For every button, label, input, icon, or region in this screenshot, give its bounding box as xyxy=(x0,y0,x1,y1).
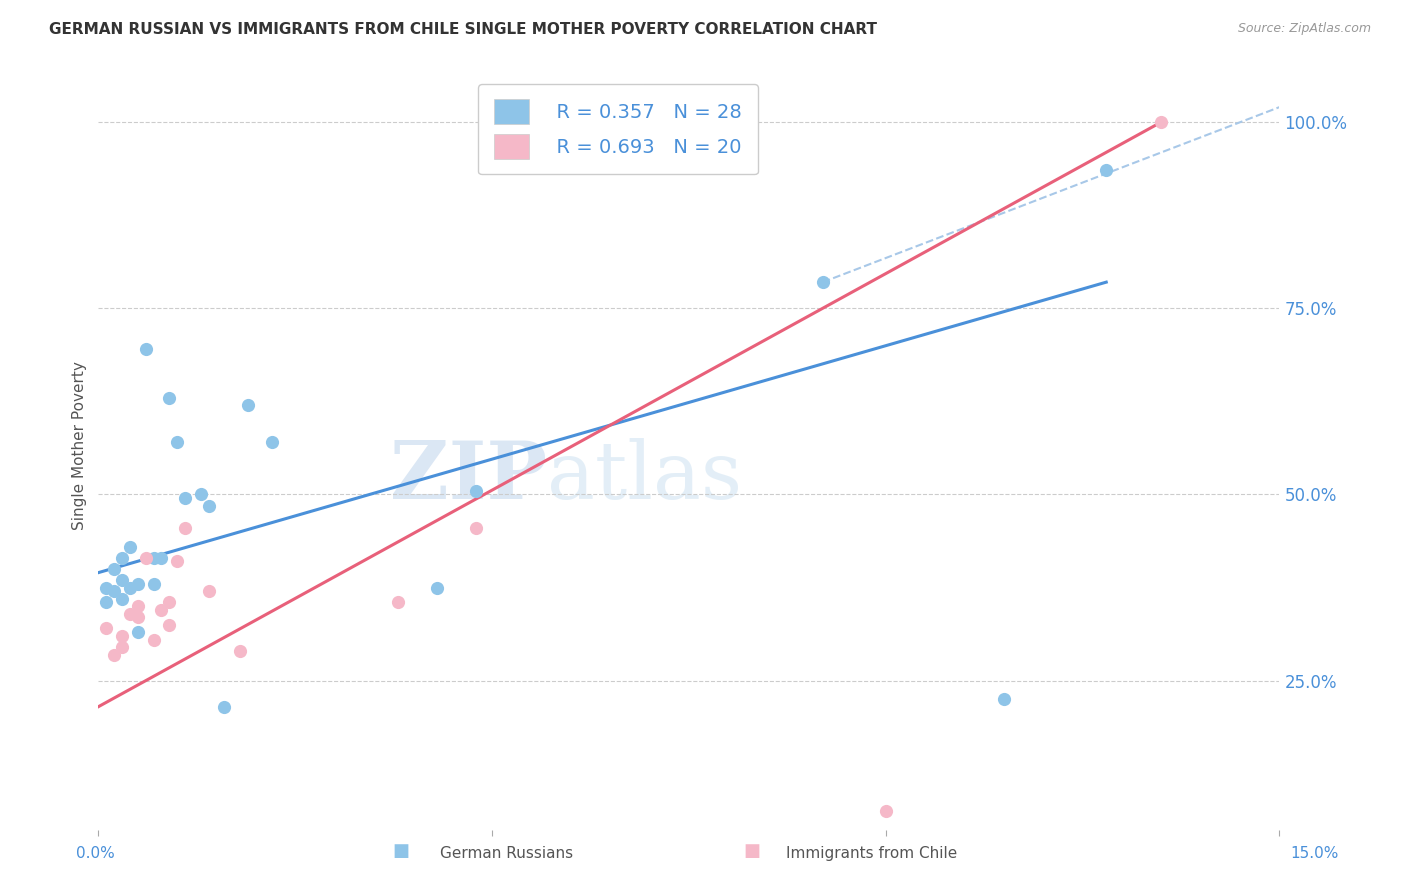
Point xyxy=(111,640,134,654)
Point xyxy=(166,435,188,450)
Point xyxy=(111,629,134,643)
Point xyxy=(127,599,149,614)
Point xyxy=(127,625,149,640)
Point xyxy=(157,595,180,609)
Y-axis label: Single Mother Poverty: Single Mother Poverty xyxy=(72,361,87,531)
Text: atlas: atlas xyxy=(547,438,742,516)
Point xyxy=(135,342,157,356)
Point xyxy=(229,644,252,658)
Point xyxy=(197,584,219,599)
Text: ■: ■ xyxy=(744,842,761,860)
Point xyxy=(111,573,134,587)
Point xyxy=(142,550,165,565)
Point xyxy=(465,521,488,535)
Point xyxy=(811,275,834,289)
Point xyxy=(214,699,236,714)
Point xyxy=(465,483,488,498)
Point xyxy=(174,521,197,535)
Point xyxy=(157,617,180,632)
Point xyxy=(166,554,188,568)
Point xyxy=(1095,163,1118,178)
Point xyxy=(1150,115,1173,129)
Point xyxy=(127,576,149,591)
Point xyxy=(157,391,180,405)
Point xyxy=(236,398,259,412)
Text: ZIP: ZIP xyxy=(391,438,547,516)
Text: 0.0%: 0.0% xyxy=(76,847,115,861)
Point xyxy=(96,622,118,636)
Point xyxy=(103,562,125,576)
Text: German Russians: German Russians xyxy=(440,847,572,861)
Point xyxy=(118,581,141,595)
Point xyxy=(150,550,173,565)
Text: ■: ■ xyxy=(392,842,409,860)
Point xyxy=(111,591,134,606)
Point xyxy=(118,607,141,621)
Point xyxy=(142,576,165,591)
Text: Immigrants from Chile: Immigrants from Chile xyxy=(786,847,957,861)
Point xyxy=(96,595,118,609)
Point xyxy=(96,581,118,595)
Text: GERMAN RUSSIAN VS IMMIGRANTS FROM CHILE SINGLE MOTHER POVERTY CORRELATION CHART: GERMAN RUSSIAN VS IMMIGRANTS FROM CHILE … xyxy=(49,22,877,37)
Legend:   R = 0.357   N = 28,   R = 0.693   N = 20: R = 0.357 N = 28, R = 0.693 N = 20 xyxy=(478,84,758,175)
Point xyxy=(111,550,134,565)
Point xyxy=(197,499,219,513)
Point xyxy=(190,487,212,501)
Text: 15.0%: 15.0% xyxy=(1291,847,1339,861)
Point xyxy=(387,595,409,609)
Point xyxy=(142,632,165,647)
Text: Source: ZipAtlas.com: Source: ZipAtlas.com xyxy=(1237,22,1371,36)
Point xyxy=(118,540,141,554)
Point xyxy=(150,603,173,617)
Point xyxy=(103,584,125,599)
Point xyxy=(426,581,449,595)
Point xyxy=(875,804,897,818)
Point xyxy=(260,435,283,450)
Point xyxy=(127,610,149,624)
Point xyxy=(174,491,197,505)
Point xyxy=(993,692,1015,706)
Point xyxy=(135,550,157,565)
Point xyxy=(103,648,125,662)
